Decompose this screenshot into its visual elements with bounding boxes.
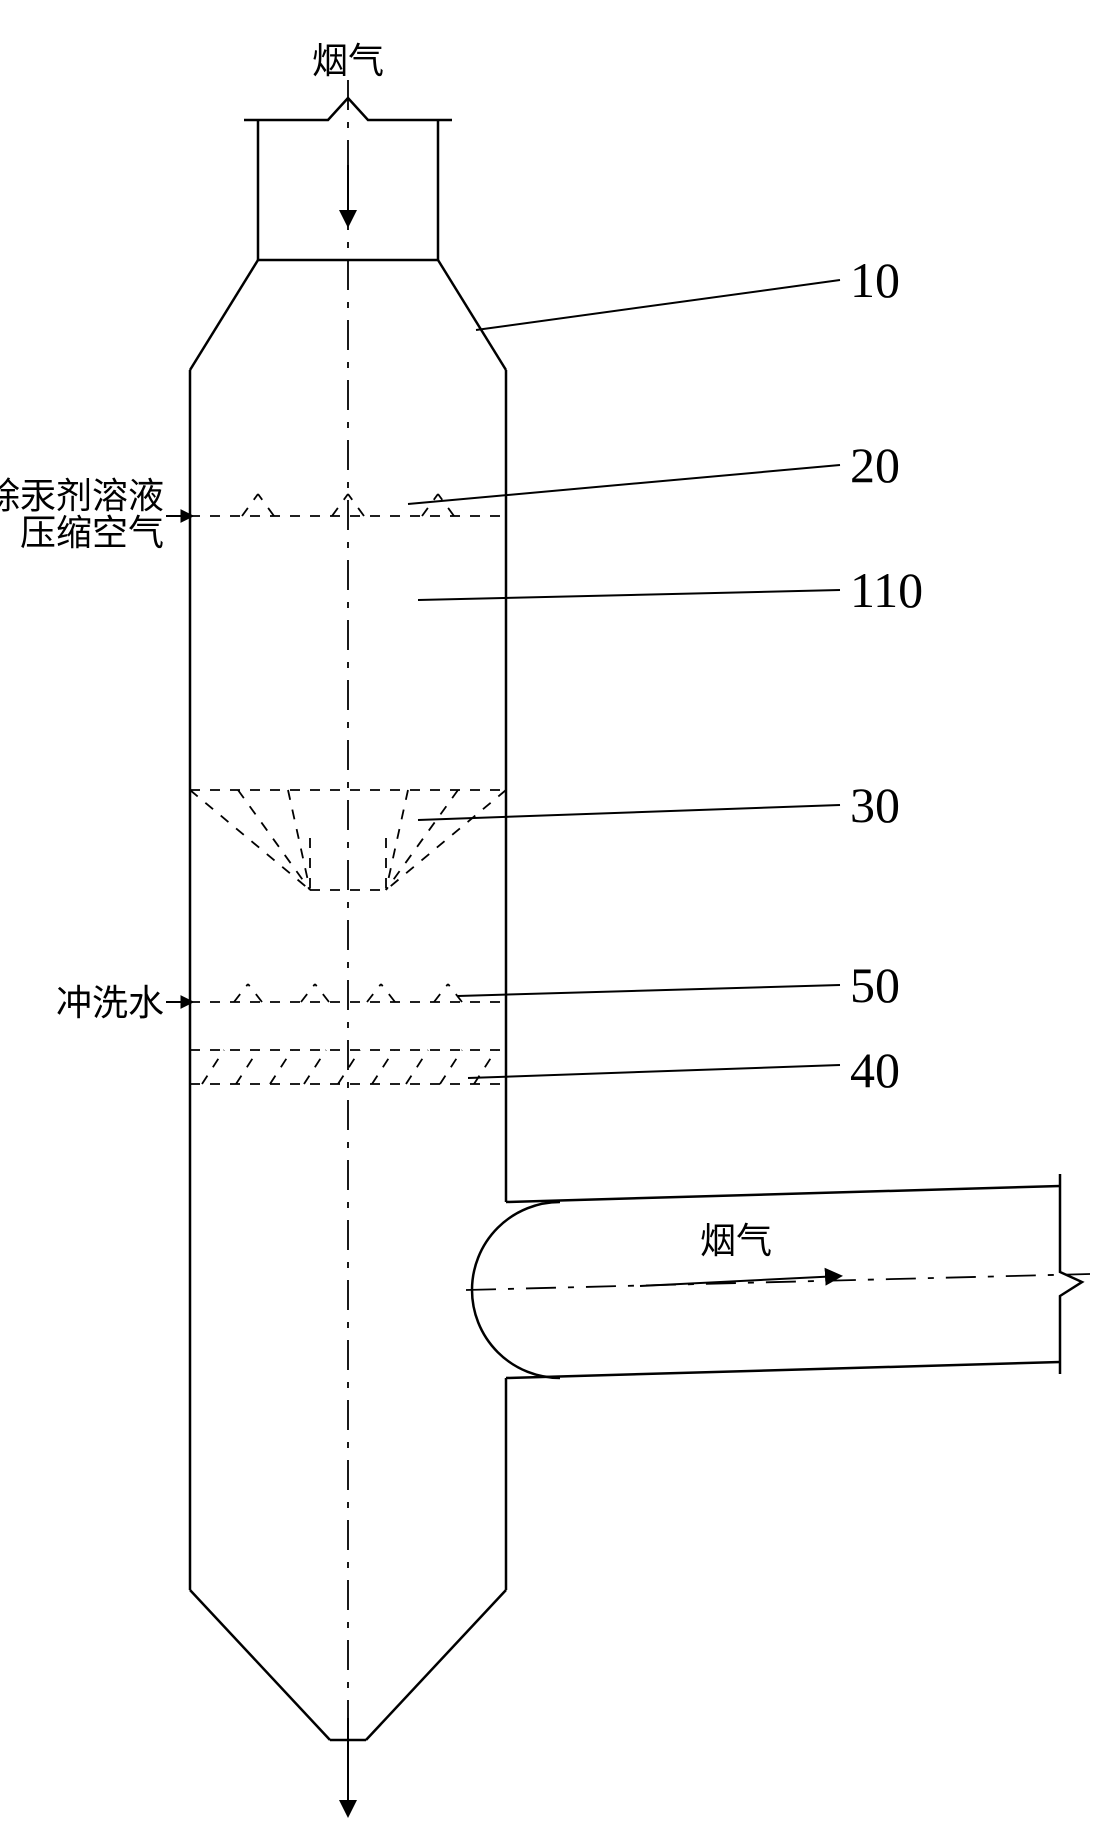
cone-left <box>190 1590 330 1740</box>
swirl-fin8 <box>474 1050 496 1084</box>
side-centerline <box>466 1274 1090 1290</box>
spray50-n3b <box>448 984 462 1002</box>
shoulder-right <box>438 260 506 370</box>
spray50-n3a <box>434 984 448 1002</box>
shoulder-left <box>190 260 258 370</box>
label-agent-line2: 压缩空气 <box>20 512 164 555</box>
lead-10 <box>476 280 840 330</box>
funnel-l-out <box>190 790 310 890</box>
side-pipe-bottom <box>506 1362 1060 1378</box>
lead-30 <box>418 805 840 820</box>
lead-110 <box>418 590 840 600</box>
spray50-n1a <box>301 984 315 1002</box>
spray50-n1b <box>315 984 329 1002</box>
lead-20 <box>408 465 840 504</box>
callout-40: 40 <box>850 1040 900 1100</box>
callout-20: 20 <box>850 435 900 495</box>
lead-40 <box>468 1065 840 1078</box>
funnel-r-out <box>386 790 506 890</box>
swirl-fin5 <box>372 1050 394 1084</box>
spray50-n2b <box>381 984 395 1002</box>
spray50-n2a <box>367 984 381 1002</box>
callout-10: 10 <box>850 250 900 310</box>
swirl-fin6 <box>406 1050 428 1084</box>
lead-50 <box>458 985 840 996</box>
spray20-n1a <box>332 494 348 516</box>
callout-50: 50 <box>850 955 900 1015</box>
swirl-fin2 <box>270 1050 292 1084</box>
spray20-n2a <box>422 494 438 516</box>
callout-110: 110 <box>850 560 923 620</box>
spray20-n2b <box>438 494 454 516</box>
swirl-fin3 <box>304 1050 326 1084</box>
cone-right <box>366 1590 506 1740</box>
funnel-rib3 <box>386 790 458 890</box>
spray20-n0b <box>258 494 274 516</box>
spray50-n0b <box>248 984 262 1002</box>
side-pipe-top <box>506 1186 1060 1202</box>
swirl-fin7 <box>440 1050 462 1084</box>
spray50-n0a <box>234 984 248 1002</box>
swirl-fin1 <box>236 1050 258 1084</box>
swirl-fin0 <box>202 1050 224 1084</box>
funnel-rib0 <box>238 790 310 890</box>
swirl-fin4 <box>338 1050 360 1084</box>
callout-30: 30 <box>850 775 900 835</box>
label-rinse-water: 冲洗水 <box>56 982 164 1025</box>
spray20-n1b <box>348 494 364 516</box>
label-flue-gas-side: 烟气 <box>700 1220 772 1263</box>
spray20-n0a <box>242 494 258 516</box>
label-flue-gas-top: 烟气 <box>312 40 384 83</box>
